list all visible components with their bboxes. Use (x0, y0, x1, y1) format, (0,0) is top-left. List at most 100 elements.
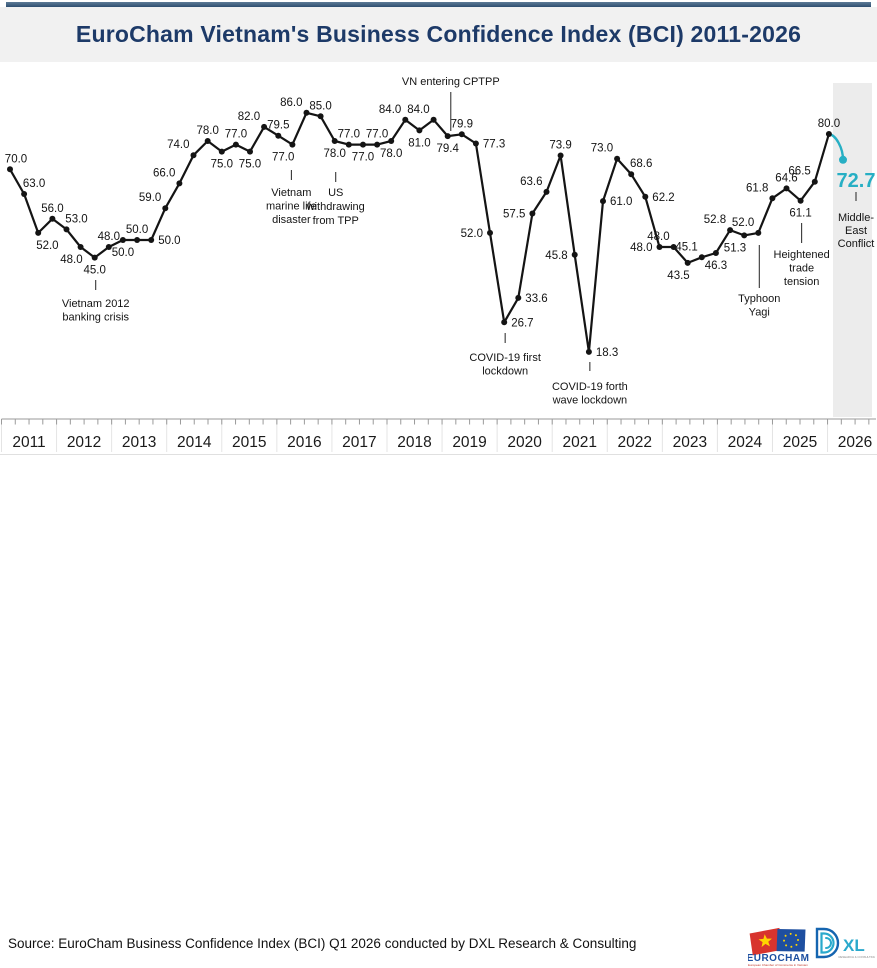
dxl-tagline: RESEARCH & CONSULTING (838, 955, 875, 959)
data-point (204, 138, 211, 144)
data-point (218, 148, 225, 155)
value-label: 61.1 (789, 208, 811, 220)
data-point (458, 131, 465, 138)
data-point (797, 197, 804, 204)
data-point (49, 215, 56, 222)
eurocham-logo: EUROCHAM European Chamber of Commerce in… (748, 927, 809, 967)
source-text: Source: EuroCham Business Confidence Ind… (8, 936, 637, 951)
annotation-text: Heightened (774, 249, 830, 261)
axis-year-label: 2018 (397, 434, 431, 451)
data-point (444, 133, 451, 140)
value-label: 79.9 (451, 118, 473, 130)
data-point (472, 140, 479, 147)
data-point (289, 141, 296, 148)
annotation-text: trade (789, 263, 814, 275)
data-point (600, 198, 606, 205)
data-point (670, 244, 677, 250)
axis-year-label: 2016 (287, 434, 321, 451)
data-point (769, 195, 776, 202)
value-label: 18.3 (596, 347, 618, 359)
value-label: 77.0 (338, 129, 360, 141)
value-label: 52.0 (732, 217, 754, 229)
data-point (91, 254, 98, 261)
data-point (557, 152, 564, 159)
data-point (134, 237, 141, 243)
data-point (247, 148, 253, 155)
annotation-text: disaster (272, 214, 311, 226)
value-label: 45.8 (545, 250, 567, 262)
data-point (7, 166, 13, 173)
value-label: 57.5 (503, 209, 525, 221)
value-label: 45.1 (675, 241, 697, 253)
data-point (162, 205, 169, 212)
value-label: 84.0 (407, 104, 429, 116)
top-accent-bar (6, 2, 871, 7)
value-label: 66.5 (788, 166, 810, 178)
data-point (402, 116, 409, 123)
value-label: 78.0 (380, 148, 402, 160)
axis-year-label: 2014 (177, 434, 212, 451)
data-point (501, 319, 508, 326)
eurocham-tagline: European Chamber of Commerce in Vietnam (748, 963, 808, 967)
chart-footer: Source: EuroCham Business Confidence Ind… (0, 455, 877, 967)
value-label: 74.0 (167, 139, 189, 151)
data-point (628, 171, 635, 178)
data-point (811, 178, 818, 185)
data-point (374, 141, 381, 148)
data-point (515, 294, 522, 301)
annotation-text: marine life (266, 201, 317, 213)
data-point (585, 348, 592, 355)
data-point (698, 254, 705, 261)
dxl-wordmark: XL (843, 936, 865, 955)
axis-year-label: 2019 (452, 434, 486, 451)
data-point (614, 155, 621, 162)
value-label: 52.0 (461, 228, 483, 240)
data-point (35, 229, 42, 236)
annotation-text: banking crisis (62, 312, 129, 324)
data-point (416, 127, 423, 134)
data-point (741, 232, 748, 239)
data-point (360, 141, 366, 148)
eu-flag-icon (776, 929, 806, 952)
data-point (755, 229, 762, 236)
data-point (684, 259, 691, 266)
chart-header: EuroCham Vietnam's Business Confidence I… (0, 7, 877, 62)
data-point (63, 226, 70, 233)
value-label: 73.0 (591, 143, 613, 155)
value-label: 50.0 (126, 224, 148, 236)
value-label: 86.0 (280, 97, 302, 109)
data-point (642, 193, 649, 200)
data-point (529, 210, 536, 217)
value-label: 33.6 (525, 293, 547, 305)
data-point (727, 227, 734, 234)
value-label: 53.0 (65, 213, 87, 225)
data-point (487, 229, 493, 236)
value-label: 50.0 (112, 247, 134, 259)
axis-year-label: 2015 (232, 434, 266, 451)
annotation-text: VN entering CPTPP (402, 76, 500, 88)
data-point (148, 237, 155, 243)
annotation-text: COVID-19 first (469, 352, 541, 364)
data-point (190, 152, 197, 159)
page-title: EuroCham Vietnam's Business Confidence I… (75, 21, 802, 47)
axis-year-label: 2020 (507, 434, 542, 451)
value-label: 56.0 (41, 203, 63, 215)
value-label: 77.0 (225, 129, 247, 141)
annotation-text: lockdown (482, 366, 528, 378)
value-label: 46.3 (705, 260, 727, 272)
data-point (119, 237, 126, 243)
axis-year-label: 2017 (342, 434, 376, 451)
axis-year-label: 2026 (838, 434, 872, 451)
annotation-text: wave lockdown (552, 395, 628, 407)
value-label: 48.0 (60, 254, 82, 266)
value-label: 81.0 (408, 137, 430, 149)
annotation-text: Vietnam (271, 187, 311, 199)
value-label: 51.3 (724, 242, 746, 254)
value-label: 48.0 (98, 231, 120, 243)
axis-year-label: 2012 (67, 434, 101, 451)
axis-year-label: 2023 (673, 434, 707, 451)
annotation-text: Middle- (838, 212, 874, 224)
value-label: 78.0 (197, 125, 219, 137)
data-point (656, 244, 663, 250)
data-point (783, 185, 790, 192)
